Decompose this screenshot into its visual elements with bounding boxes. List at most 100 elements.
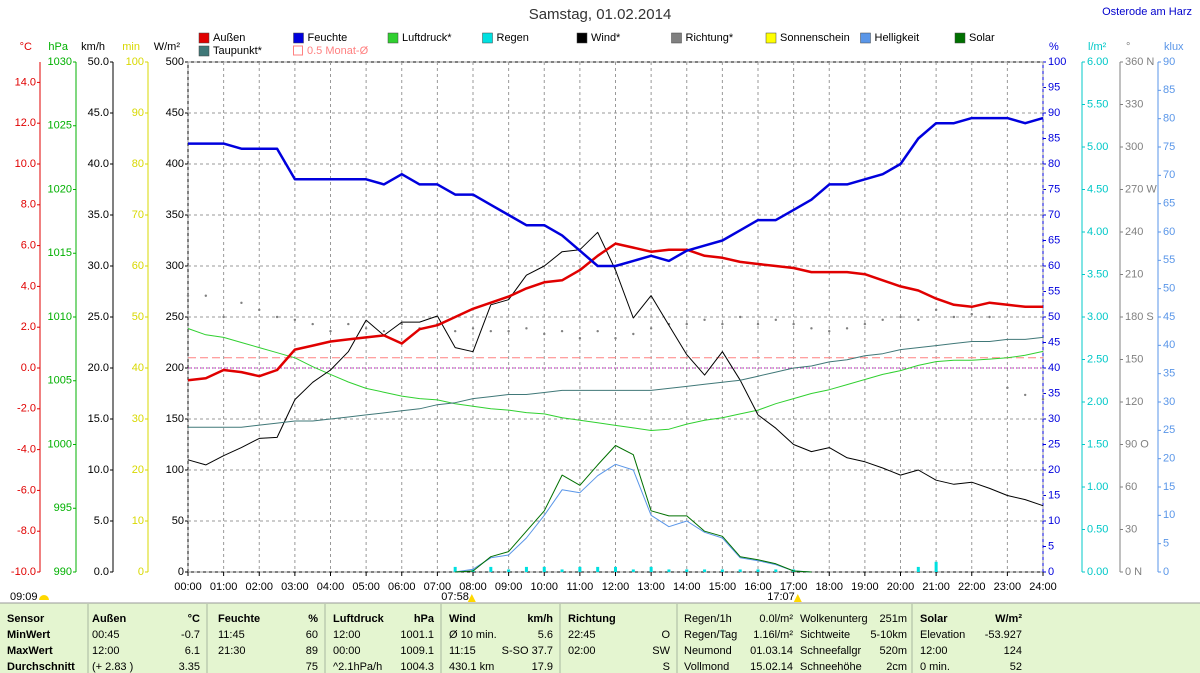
table-cell: 1001.1: [400, 629, 434, 641]
rain-bar: [738, 569, 742, 572]
y-tick-label: 0.0: [21, 362, 36, 374]
direction-dot: [756, 322, 760, 326]
rain-bar: [649, 566, 653, 572]
table-background: [0, 603, 1200, 673]
y-tick-label: 15.0: [88, 413, 109, 425]
y-tick-label: -10.0: [11, 566, 36, 578]
y-tick-label: 0 N: [1125, 566, 1142, 578]
series-line: [187, 242, 1043, 382]
rain-bar: [578, 566, 582, 572]
rain-bar: [560, 569, 564, 572]
x-tick-label: 12:00: [602, 581, 630, 593]
y-tick-label: 15: [1163, 481, 1175, 493]
table-cell: 5-10km: [870, 629, 907, 641]
x-tick-label: 04:00: [317, 581, 345, 593]
y-tick-label: 100: [126, 56, 144, 68]
rain-bar: [667, 569, 671, 572]
table-cell: 00:00: [333, 645, 361, 657]
direction-dot: [293, 318, 297, 322]
axis-title: hPa: [48, 41, 68, 53]
y-tick-label: 0: [1048, 566, 1054, 578]
table-cell: 12:00: [92, 645, 120, 657]
y-tick-label: 80: [1163, 113, 1175, 125]
y-tick-label: 4.0: [21, 280, 36, 292]
y-tick-label: 6.00: [1087, 56, 1108, 68]
table-cell: 12:00: [920, 645, 948, 657]
row-header: Sensor: [7, 613, 45, 625]
direction-dot: [863, 322, 867, 326]
rain-bar: [489, 566, 493, 572]
y-tick-label: 90 O: [1125, 438, 1149, 450]
y-tick-label: 3.50: [1087, 268, 1108, 280]
y-tick-label: 4.50: [1087, 183, 1108, 195]
y-tick-label: 1000: [48, 438, 72, 450]
x-tick-label: 14:00: [673, 581, 701, 593]
x-tick-label: 00:00: [174, 581, 202, 593]
x-tick-label: 16:00: [744, 581, 772, 593]
y-tick-label: 75: [1163, 141, 1175, 153]
y-tick-label: 200: [166, 362, 184, 374]
table-cell: 5.6: [538, 629, 553, 641]
direction-dot: [738, 315, 742, 319]
y-tick-label: 210: [1125, 268, 1143, 280]
y-tick-label: 1015: [48, 247, 72, 259]
legend-swatch: [860, 32, 871, 44]
direction-dot: [525, 327, 528, 330]
direction-dot: [347, 322, 350, 326]
table-cell: km/h: [527, 613, 553, 625]
rain-bar: [934, 561, 938, 572]
legend-label: Feuchte: [308, 32, 348, 44]
y-tick-label: 15: [1048, 489, 1060, 501]
direction-dot: [596, 329, 599, 333]
direction-dot: [774, 318, 778, 322]
table-cell: 60: [306, 629, 318, 641]
y-tick-label: 2.50: [1087, 353, 1108, 365]
series-line: [188, 116, 1044, 268]
direction-dot: [507, 329, 510, 333]
direction-dot: [703, 318, 706, 322]
x-tick-label: 20:00: [887, 581, 915, 593]
y-tick-label: 0: [178, 566, 184, 578]
x-tick-label: 05:00: [352, 581, 380, 593]
y-tick-label: 30: [1048, 413, 1060, 425]
rain-bar: [524, 566, 528, 572]
x-tick-label: 17:00: [780, 581, 808, 593]
table-cell: O: [661, 629, 670, 641]
y-tick-label: 30: [132, 413, 144, 425]
legend-swatch: [671, 32, 682, 44]
x-tick-label: 06:00: [388, 581, 416, 593]
table-cell: Wolkenunterg: [800, 613, 868, 625]
sun-time: 07:58: [441, 591, 469, 603]
direction-dot: [329, 329, 332, 333]
direction-dot: [721, 322, 724, 326]
y-tick-label: 55: [1163, 254, 1175, 266]
direction-dot: [186, 294, 190, 297]
table-cell: Wind: [449, 613, 476, 625]
y-tick-label: 360 N: [1125, 56, 1154, 68]
direction-dot: [649, 327, 653, 330]
y-tick-label: 1005: [48, 375, 72, 387]
table-cell: 02:00: [568, 645, 596, 657]
y-tick-label: 180 S: [1125, 311, 1154, 323]
table-cell: 2cm: [886, 661, 907, 673]
direction-dot: [382, 329, 386, 333]
table-cell: °C: [188, 613, 200, 625]
y-tick-label: 5: [1163, 538, 1169, 550]
table-cell: 11:45: [218, 629, 245, 641]
y-tick-label: 45.0: [88, 107, 109, 119]
axis-title: W/m²: [154, 41, 181, 53]
direction-dot: [311, 322, 314, 326]
x-tick-label: 01:00: [210, 581, 238, 593]
series-line: [187, 231, 1044, 507]
y-tick-label: -2.0: [17, 403, 36, 415]
y-tick-label: 995: [54, 502, 72, 514]
rain-bar: [596, 566, 600, 572]
y-tick-label: 450: [166, 107, 184, 119]
table-cell: Schneehöhe: [800, 661, 862, 673]
axis-title: klux: [1164, 41, 1184, 53]
y-tick-label: 40: [1048, 362, 1060, 374]
rain-bar: [756, 569, 760, 572]
table-cell: -53.927: [985, 629, 1022, 641]
y-tick-label: 1.50: [1087, 438, 1108, 450]
y-tick-label: 10: [1163, 509, 1175, 521]
